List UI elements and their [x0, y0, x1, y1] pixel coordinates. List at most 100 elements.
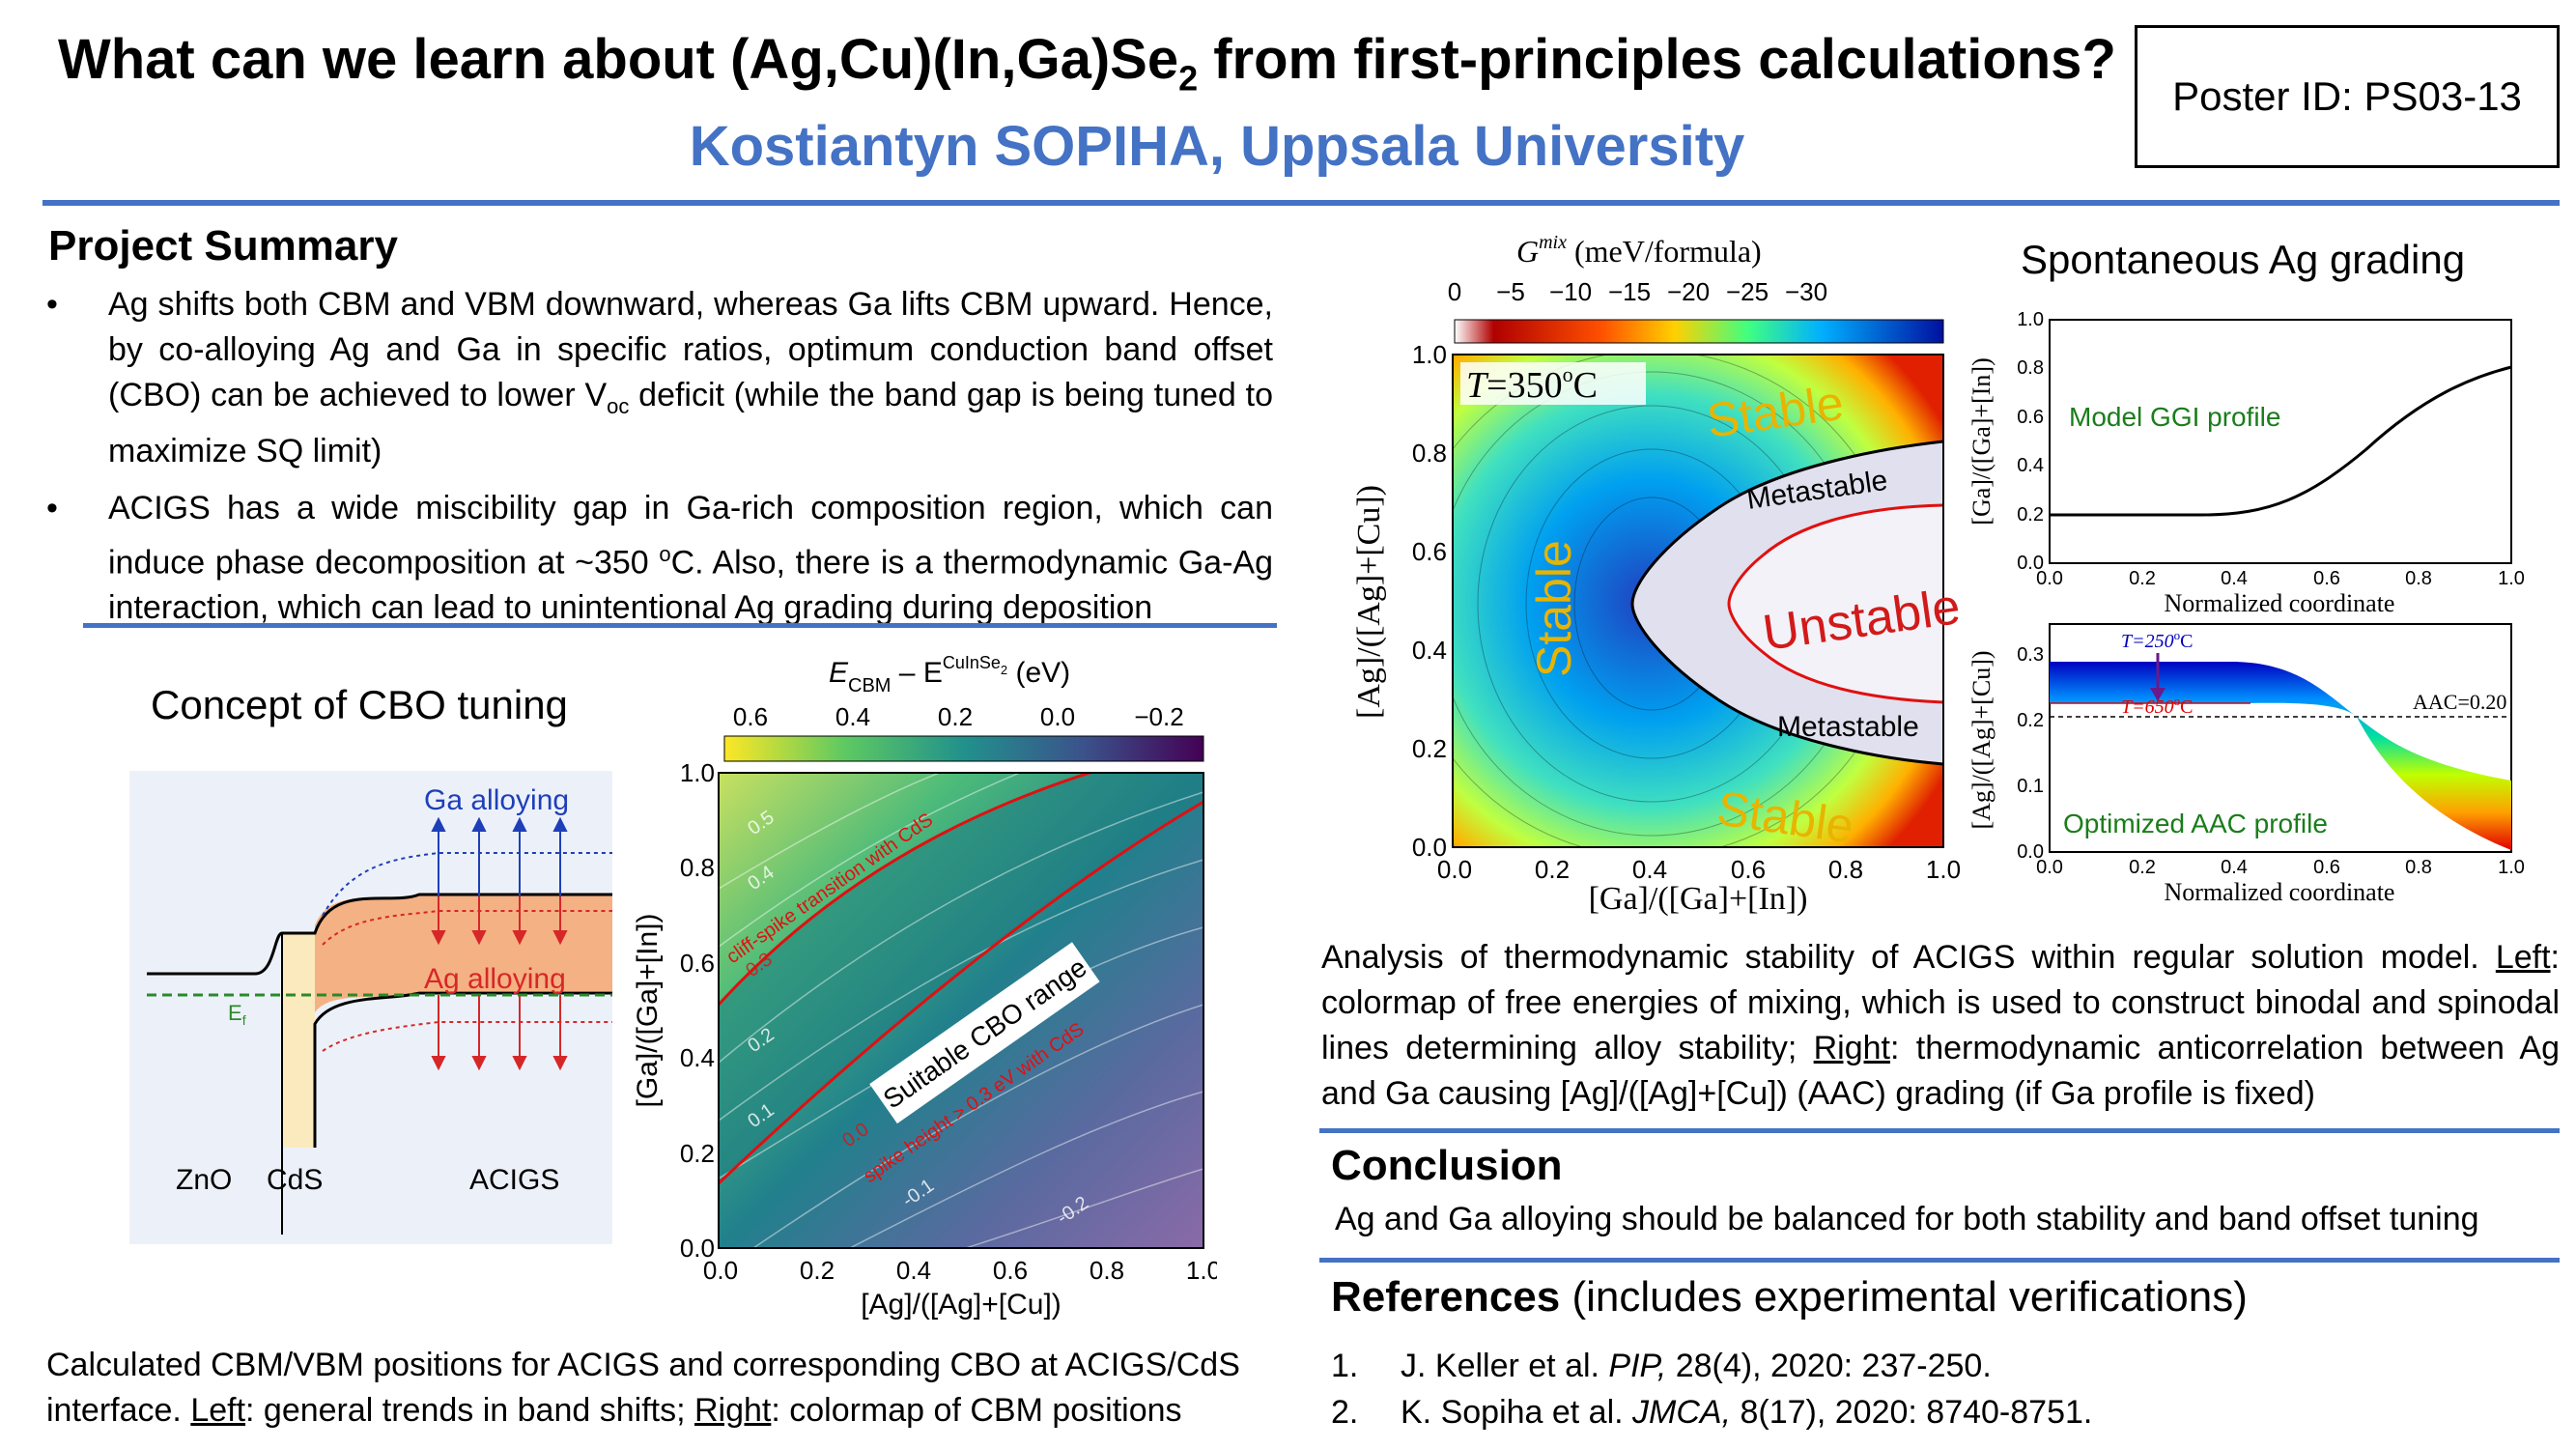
aac-profile-plot: T=250oC T=650oC AAC=0.20 Optimized AAC p…	[1967, 623, 2525, 906]
svg-text:0.0: 0.0	[2017, 553, 2044, 574]
summary-heading: Project Summary	[48, 222, 398, 270]
svg-text:0.6: 0.6	[993, 1256, 1028, 1285]
svg-text:0.8: 0.8	[2405, 857, 2432, 878]
svg-text:0: 0	[1448, 277, 1461, 306]
svg-text:0.4: 0.4	[896, 1256, 931, 1285]
reference-item-1: 1. J. Keller et al. PIP, 28(4), 2020: 237…	[1331, 1348, 1992, 1384]
poster-title: What can we learn about (Ag,Cu)(In,Ga)Se…	[58, 28, 2116, 99]
gmix-yticks: 0.0 0.2 0.4 0.6 0.8 1.0	[1412, 340, 1447, 862]
svg-text:1.0: 1.0	[1186, 1256, 1217, 1285]
analysis-caption: Analysis of thermodynamic stability of A…	[1321, 939, 2560, 1112]
zno-label: ZnO	[176, 1164, 232, 1196]
aac-xticks: 0.0 0.2 0.4 0.6 0.8 1.0	[2036, 857, 2525, 878]
svg-text:0.0: 0.0	[2036, 568, 2063, 589]
svg-text:0.4: 0.4	[2017, 455, 2044, 476]
gmix-colormap-figure: Gmix (meV/formula) 0 −5 −10 −15 −20 −25 …	[1351, 232, 1961, 917]
svg-text:0.6: 0.6	[2313, 568, 2340, 589]
suitable-band	[719, 773, 1203, 1183]
summary-divider	[83, 623, 1277, 628]
references-heading: References (includes experimental verifi…	[1331, 1273, 2248, 1321]
svg-text:1.0: 1.0	[1926, 855, 1961, 884]
svg-text:0.6: 0.6	[1731, 855, 1766, 884]
svg-text:0.2: 0.2	[680, 1139, 715, 1168]
svg-text:0.0: 0.0	[2036, 857, 2063, 878]
svg-text:0.2: 0.2	[2129, 568, 2156, 589]
svg-text:0.0: 0.0	[1412, 833, 1447, 862]
svg-text:0.4: 0.4	[2221, 857, 2248, 878]
conclusion-heading: Conclusion	[1331, 1142, 1563, 1189]
poster-author: Kostiantyn SOPIHA, Uppsala University	[689, 115, 1745, 178]
cbm-colorbar	[723, 735, 1204, 762]
t250-label: T=250oC	[2121, 628, 2193, 652]
svg-text:1.0: 1.0	[2498, 568, 2525, 589]
reference-item-2: 2. K. Sopiha et al. JMCA, 8(17), 2020: 87…	[1331, 1394, 2093, 1431]
svg-text:0.2: 0.2	[1412, 734, 1447, 763]
svg-text:0.4: 0.4	[1632, 855, 1667, 884]
svg-text:1.0: 1.0	[2017, 309, 2044, 330]
t650-label: T=650oC	[2121, 694, 2193, 718]
svg-text:0.0: 0.0	[2017, 841, 2044, 863]
svg-text:−5: −5	[1496, 277, 1525, 306]
ag-arrows	[431, 896, 568, 1071]
summary-bullet-1: Ag shifts both CBM and VBM downward, whe…	[46, 282, 1273, 474]
svg-text:0.2: 0.2	[800, 1256, 835, 1285]
aac-yticks: 0.0 0.1 0.2 0.3	[2017, 644, 2044, 863]
svg-text:0.1: 0.1	[2017, 776, 2044, 797]
ga-alloying-label: Ga alloying	[424, 784, 569, 816]
svg-text:−25: −25	[1726, 277, 1769, 306]
ga-shifted-cbm	[322, 852, 612, 917]
svg-text:1.0: 1.0	[1412, 340, 1447, 369]
svg-text:0.6: 0.6	[2017, 407, 2044, 428]
svg-text:−10: −10	[1549, 277, 1592, 306]
svg-text:−15: −15	[1608, 277, 1651, 306]
svg-text:0.6: 0.6	[2313, 857, 2340, 878]
aac-curves-band	[2050, 662, 2511, 850]
summary-bullet-2: ACIGS has a wide miscibility gap in Ga-r…	[46, 486, 1273, 631]
cbo-band-diagram: Ga alloying Ag alloying Ef ZnO CdS ACIGS	[129, 771, 612, 1244]
stable-label-left: Stable	[1527, 540, 1581, 677]
header-divider	[42, 200, 2560, 206]
svg-text:−20: −20	[1667, 277, 1710, 306]
svg-text:1.0: 1.0	[2498, 857, 2525, 878]
svg-text:0.0: 0.0	[703, 1256, 738, 1285]
ggi-model-label: Model GGI profile	[2069, 402, 2280, 432]
svg-text:0.3: 0.3	[2017, 644, 2044, 666]
cbm-colorbar-label: ECBM – ECuInSe2 (eV)	[829, 653, 1070, 696]
svg-text:−30: −30	[1785, 277, 1827, 306]
cbm-colorbar-ticks: 0.6 0.4 0.2 0.0 −0.2	[733, 702, 1184, 731]
cds-label: CdS	[267, 1164, 323, 1196]
svg-text:0.6: 0.6	[1412, 537, 1447, 566]
gmix-xticks: 0.0 0.2 0.4 0.6 0.8 1.0	[1437, 855, 1961, 884]
svg-text:0.6: 0.6	[733, 702, 768, 731]
svg-text:0.8: 0.8	[1090, 1256, 1124, 1285]
gmix-colorbar-label: Gmix (meV/formula)	[1516, 232, 1762, 269]
svg-text:0.2: 0.2	[2017, 710, 2044, 731]
svg-text:0.2: 0.2	[938, 702, 973, 731]
binodal-line	[1630, 440, 1943, 766]
acigs-label: ACIGS	[469, 1164, 559, 1196]
ag-shifted-cbm	[322, 910, 612, 946]
aac-ylabel: [Ag]/([Ag]+[Cu])	[1967, 650, 1996, 829]
unstable-region	[1729, 505, 1943, 702]
cbm-xticks: 0.0 0.2 0.4 0.6 0.8 1.0	[703, 1256, 1217, 1285]
temp-label: T=350oC	[1466, 362, 1598, 406]
ggi-xlabel: Normalized coordinate	[2165, 589, 2395, 617]
analysis-divider	[1319, 1128, 2560, 1133]
cbo-caption: Calculated CBM/VBM positions for ACIGS a…	[46, 1347, 1240, 1429]
svg-text:0.2: 0.2	[2129, 857, 2156, 878]
ggi-ylabel: [Ga]/([Ga]+[In])	[1967, 357, 1996, 525]
gmix-xlabel: [Ga]/([Ga]+[In])	[1589, 881, 1808, 917]
svg-text:0.4: 0.4	[2221, 568, 2248, 589]
ggi-yticks: 0.0 0.2 0.4 0.6 0.8 1.0	[2017, 309, 2044, 574]
ggi-frame	[2049, 319, 2512, 564]
aac-frame	[2049, 623, 2512, 853]
gmix-colorbar-ticks: 0 −5 −10 −15 −20 −25 −30	[1448, 277, 1827, 306]
svg-text:0.0: 0.0	[1437, 855, 1472, 884]
temperature-arrowhead	[2150, 688, 2166, 701]
svg-text:0.0: 0.0	[1040, 702, 1075, 731]
band-diagram-bg	[129, 771, 612, 1244]
ggi-xticks: 0.0 0.2 0.4 0.6 0.8 1.0	[2036, 568, 2525, 589]
cbm-frame	[718, 772, 1204, 1249]
cbm-line	[147, 893, 612, 976]
conclusion-text: Ag and Ga alloying should be balanced fo…	[1335, 1201, 2479, 1237]
